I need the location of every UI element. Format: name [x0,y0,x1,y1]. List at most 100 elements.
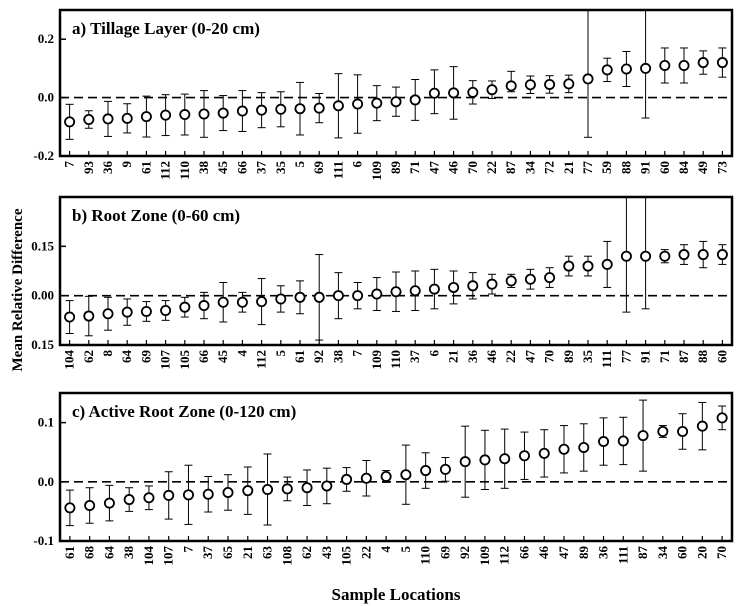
x-tick-label: 105 [177,350,192,370]
x-tick-label: 4 [378,546,393,553]
panel-1: 0.15 0.00 0.15 104 62 8 64 69 107 105 66 45 4 112 5 61 9… [31,195,734,370]
data-point [620,63,632,75]
data-point [202,488,214,500]
data-point [448,281,460,293]
data-point [601,64,613,76]
x-tick-label: 47 [426,161,441,175]
data-point [390,286,402,298]
x-tick-label: 37 [200,546,215,560]
x-tick-label: 47 [522,350,537,364]
data-point [620,250,632,262]
x-tick-label: 91 [638,161,653,174]
x-tick-label: 5 [398,546,413,553]
x-tick-label: 109 [369,161,384,181]
data-point [524,79,536,91]
data-point [659,59,671,71]
x-tick-label: 46 [536,546,551,560]
data-point [262,483,274,495]
x-tick-label: 21 [561,161,576,174]
data-point [409,94,421,106]
x-tick-label: 49 [695,161,710,175]
data-point [281,483,293,495]
x-tick-label: 111 [599,350,614,368]
data-point [121,306,133,318]
x-tick-label: 112 [158,161,173,180]
data-point [121,112,133,124]
data-point [505,275,517,287]
x-tick-label: 73 [714,161,729,175]
data-point [123,494,135,506]
x-tick-label: 107 [158,350,173,370]
x-tick-label: 68 [82,546,97,560]
data-point [697,57,709,69]
data-point [563,260,575,272]
x-tick-label: 9 [119,161,134,168]
x-tick-label: 87 [503,161,518,175]
x-tick-label: 59 [599,161,614,175]
data-point [275,293,287,305]
x-tick-label: 21 [240,546,255,559]
x-tick-label: 22 [503,350,518,363]
y-tick-label: 0.1 [38,415,54,430]
data-point [467,86,479,98]
x-tick-label: 38 [121,546,136,560]
x-tick-label: 8 [100,350,115,357]
x-tick-label: 35 [273,161,288,175]
data-point [182,489,194,501]
x-tick-label: 77 [618,350,633,364]
data-point [301,482,313,494]
data-point [222,486,234,498]
data-point [371,288,383,300]
x-tick-label: 107 [161,546,176,566]
x-tick-label: 38 [330,350,345,364]
data-point [256,104,268,116]
x-tick-label: 92 [457,546,472,559]
x-tick-label: 112 [254,350,269,369]
data-point [390,96,402,108]
x-tick-label: 35 [580,350,595,364]
x-tick-label: 89 [561,350,576,364]
data-point [103,497,115,509]
x-tick-label: 69 [437,546,452,560]
x-tick-label: 91 [638,350,653,363]
data-point [143,492,155,504]
x-tick-label: 45 [215,350,230,364]
panels-group: -0.20.00.27 93 36 9 61 112 110 38 45 66 37 35 5 69 111… [31,8,734,566]
x-tick-label: 88 [618,161,633,175]
data-point [696,420,708,432]
x-tick-label: 110 [388,350,403,369]
figure-x-axis-label: Sample Locations [332,585,461,604]
x-tick-label: 61 [62,546,77,559]
panel-0: -0.20.00.27 93 36 9 61 112 110 38 45 66 37 35 5 69 111… [33,8,734,181]
data-point [341,473,353,485]
x-tick-label: 87 [635,546,650,560]
x-tick-label: 92 [311,350,326,363]
data-point [601,258,613,270]
x-tick-label: 63 [260,546,275,560]
x-tick-label: 43 [319,546,334,560]
data-point [217,296,229,308]
data-point [332,100,344,112]
data-point [582,260,594,272]
x-tick-label: 34 [522,161,537,175]
data-point [637,430,649,442]
data-point [518,450,530,462]
y-tick-label: 0.0 [38,474,54,489]
data-point [558,443,570,455]
x-tick-label: 104 [62,350,77,370]
y-tick-label: 0.00 [31,288,54,303]
x-tick-label: 36 [596,546,611,560]
x-tick-label: 7 [180,546,195,553]
data-point [380,470,392,482]
data-point [479,454,491,466]
y-tick-label: -0.2 [33,148,54,163]
x-tick-label: 7 [62,161,77,168]
x-tick-label: 7 [350,350,365,357]
data-point [640,62,652,74]
x-tick-label: 37 [407,350,422,364]
data-point [677,425,689,437]
data-point [242,485,254,497]
data-point [459,456,471,468]
x-tick-label: 109 [477,546,492,566]
data-point [400,469,412,481]
